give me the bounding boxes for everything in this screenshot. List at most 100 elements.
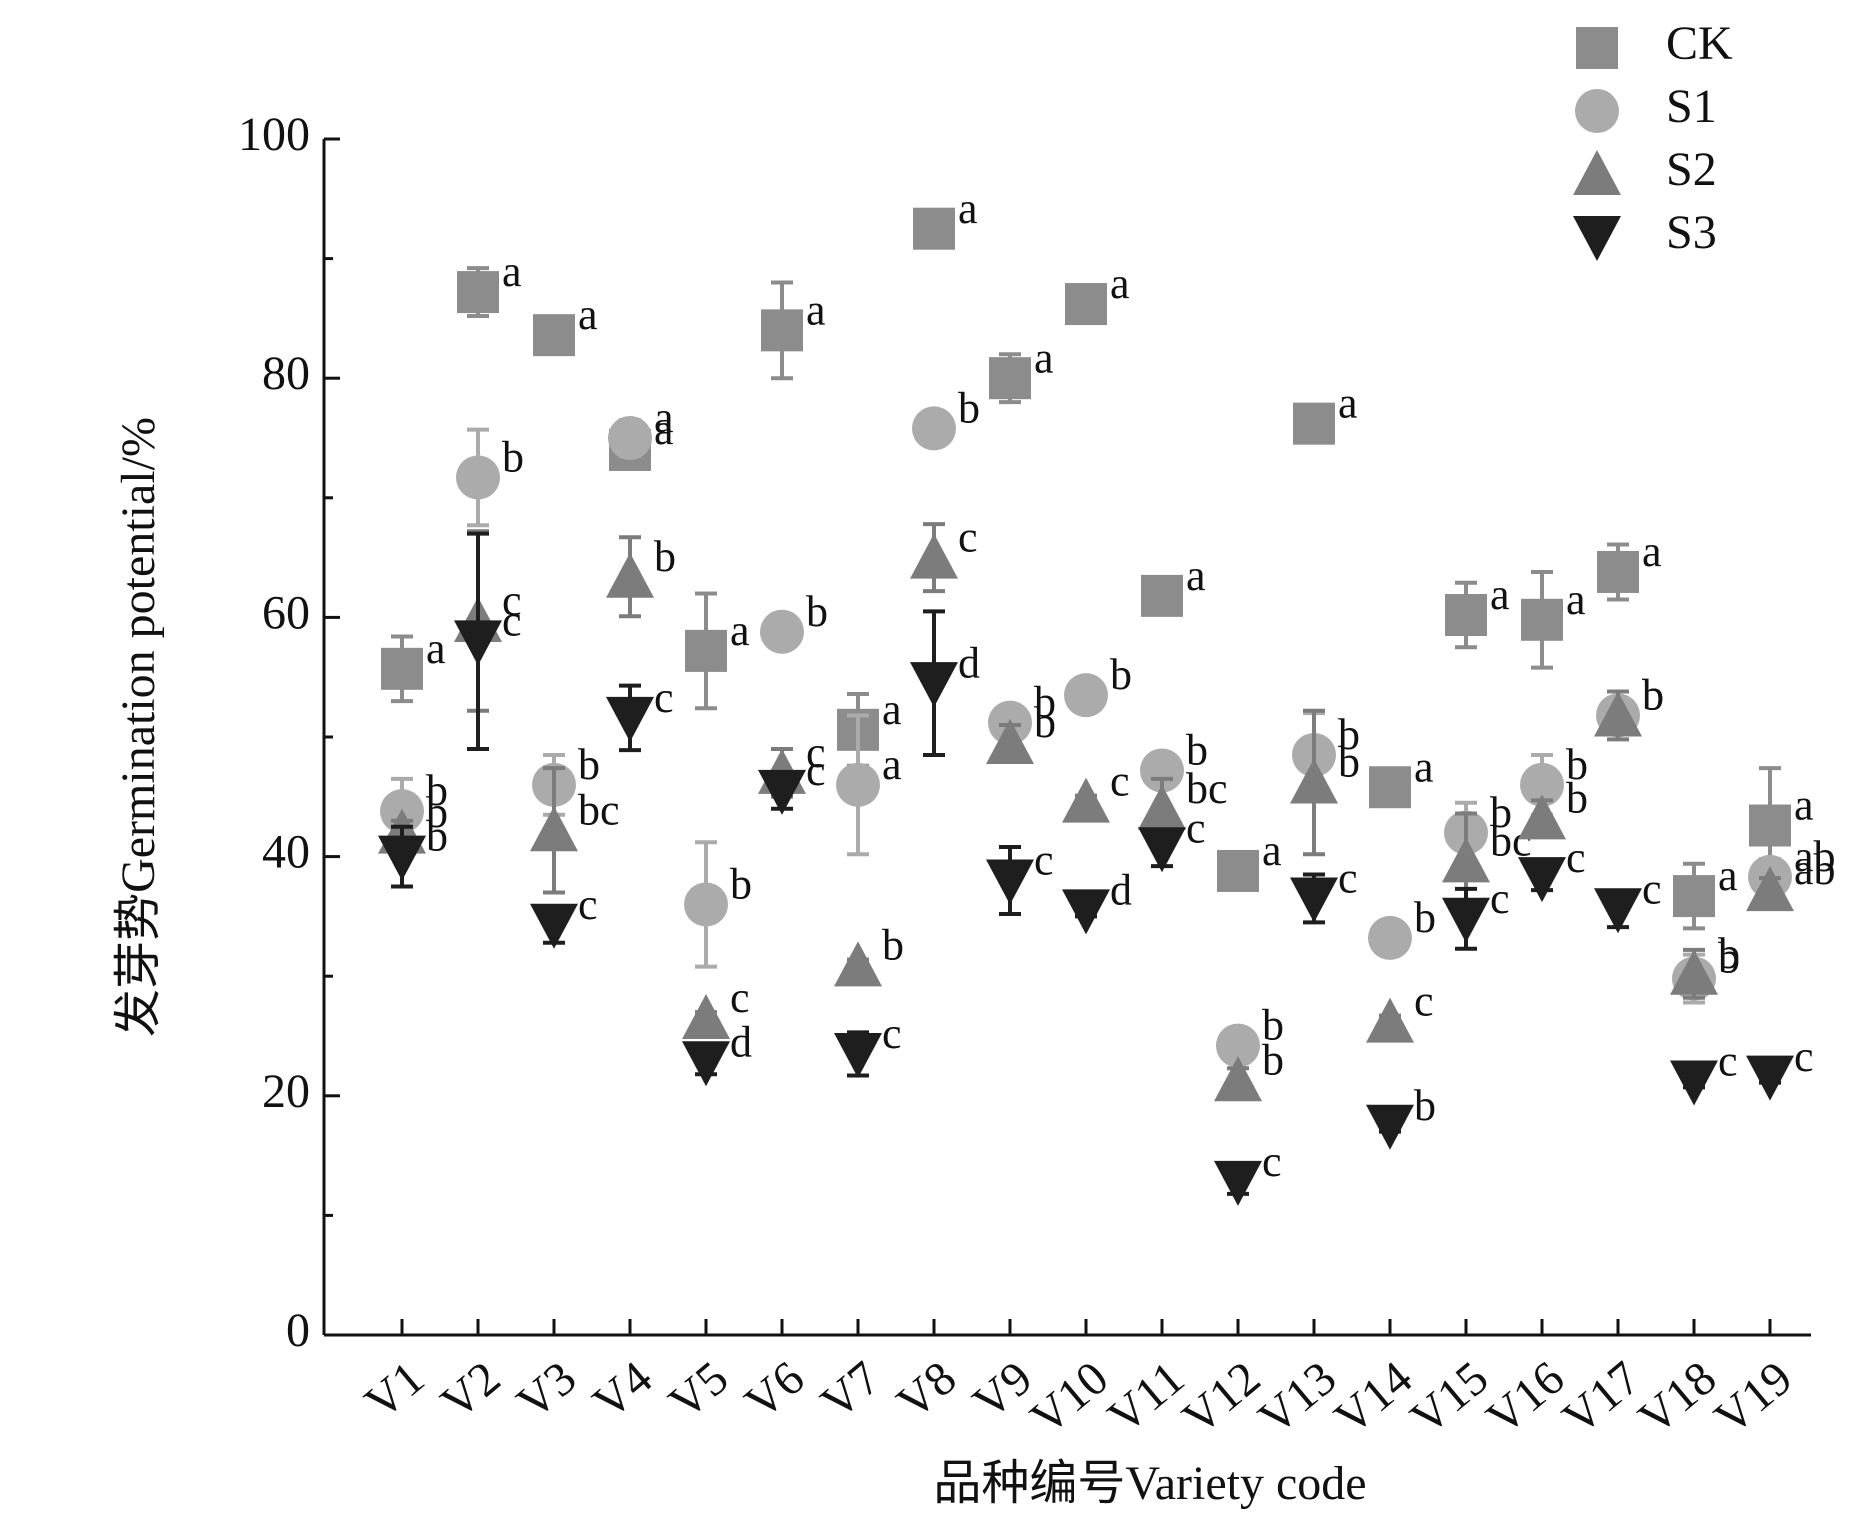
marker	[1366, 1104, 1414, 1150]
marker	[378, 835, 426, 881]
significance-letter: b	[426, 766, 448, 815]
marker	[1442, 897, 1490, 943]
significance-letter: c	[1794, 1032, 1814, 1081]
significance-letter: b	[1414, 1081, 1436, 1130]
x-tick-label: V6	[735, 1351, 814, 1429]
significance-letter: b	[1262, 1035, 1284, 1084]
x-axis-title: 品种编号Variety code	[933, 1457, 1366, 1510]
significance-letter: bc	[1186, 764, 1228, 813]
y-tick-label: 20	[262, 1065, 310, 1118]
significance-letter: a	[426, 624, 446, 673]
marker	[1520, 762, 1564, 807]
x-tick-label: V7	[811, 1351, 890, 1429]
x-tick-label: V8	[887, 1351, 966, 1429]
marker	[1290, 758, 1338, 804]
significance-letter: c	[578, 880, 598, 929]
marker	[1746, 866, 1794, 912]
significance-letter: c	[806, 746, 826, 795]
marker	[1594, 691, 1642, 737]
y-tick-label: 60	[262, 586, 310, 639]
marker	[606, 696, 654, 742]
x-tick-label: V9	[963, 1351, 1042, 1429]
significance-letter: a	[502, 247, 522, 296]
marker	[758, 769, 806, 815]
significance-letter: b	[730, 860, 752, 909]
marker	[1369, 766, 1411, 809]
marker	[1138, 784, 1186, 830]
marker	[1670, 949, 1718, 995]
significance-letter: b	[882, 921, 904, 970]
significance-letter: d	[1110, 866, 1132, 915]
marker	[381, 647, 423, 690]
marker	[986, 859, 1034, 905]
marker	[1062, 777, 1110, 823]
legend-label: S3	[1666, 206, 1717, 259]
marker	[1670, 1060, 1718, 1106]
marker	[834, 1032, 882, 1078]
x-tick-label: V19	[1705, 1351, 1802, 1445]
significance-letter: c	[1186, 803, 1206, 852]
significance-letter: b	[654, 532, 676, 581]
marker	[1749, 804, 1791, 847]
significance-letter: a	[806, 285, 826, 334]
x-tick-label: V1	[355, 1351, 434, 1429]
marker	[836, 762, 880, 807]
marker	[1290, 877, 1338, 923]
significance-letter: b	[426, 788, 448, 837]
significance-letter: ab	[1794, 832, 1836, 881]
significance-letter: a	[1490, 570, 1510, 619]
x-tick-label: V3	[507, 1351, 586, 1429]
marker	[760, 609, 804, 654]
marker	[1442, 837, 1490, 883]
significance-letter: c	[1034, 836, 1054, 885]
legend-label: S1	[1666, 80, 1717, 133]
significance-letter: a	[882, 740, 902, 789]
significance-letter: bc	[578, 785, 620, 834]
significance-letter: b	[1338, 710, 1360, 759]
significance-letter: c	[958, 513, 978, 562]
significance-letter: a	[1110, 259, 1130, 308]
marker	[457, 271, 499, 314]
marker	[1746, 1055, 1794, 1101]
significance-letter: b	[1338, 738, 1360, 787]
marker	[682, 1041, 730, 1087]
significance-letter: c	[730, 973, 750, 1022]
significance-letter: a	[1414, 742, 1434, 791]
significance-letter: b	[502, 433, 524, 482]
marker	[1140, 748, 1184, 793]
marker	[1214, 1160, 1262, 1206]
marker	[533, 314, 575, 357]
y-tick-label: 0	[286, 1304, 310, 1357]
legend-label: S2	[1666, 143, 1717, 196]
marker	[1216, 1023, 1260, 1068]
marker	[1138, 827, 1186, 873]
significance-letter: a	[654, 393, 674, 442]
significance-letter: b	[1414, 893, 1436, 942]
significance-letter: a	[1262, 826, 1282, 875]
significance-letter: b	[1566, 773, 1588, 822]
marker	[684, 882, 728, 927]
significance-letter: c	[882, 1009, 902, 1058]
marker	[1521, 598, 1563, 641]
x-tick-label: V4	[583, 1351, 662, 1429]
significance-letter: a	[730, 606, 750, 655]
significance-letter: c	[502, 596, 522, 645]
significance-letter: b	[1718, 934, 1740, 983]
marker	[989, 357, 1031, 400]
significance-letter: a	[578, 290, 598, 339]
significance-letter: d	[730, 1017, 752, 1066]
marker	[530, 806, 578, 852]
marker	[910, 662, 958, 708]
significance-letter: a	[1186, 551, 1206, 600]
marker	[834, 941, 882, 987]
marker	[1576, 27, 1618, 69]
significance-letter: a	[1338, 379, 1358, 428]
significance-letter: c	[1490, 874, 1510, 923]
significance-letter: c	[1110, 757, 1130, 806]
significance-letter: c	[502, 576, 522, 625]
significance-letter: b	[1718, 929, 1740, 978]
significance-letter: d	[958, 638, 980, 687]
x-tick-label: V5	[659, 1351, 738, 1429]
y-axis-title: 发芽势Germination potential/%	[112, 417, 165, 1037]
